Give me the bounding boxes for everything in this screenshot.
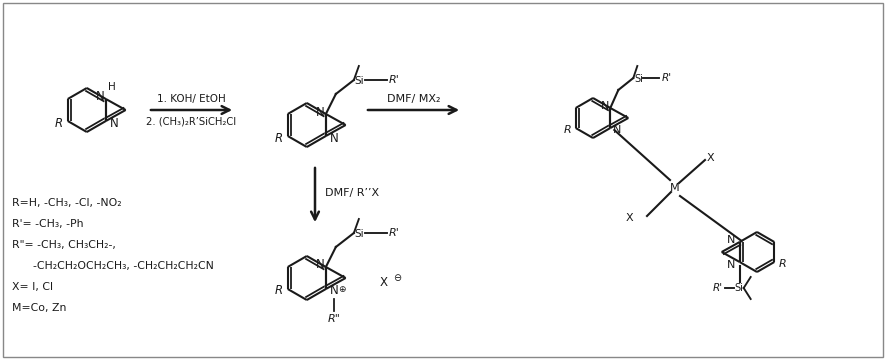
Text: M=Co, Zn: M=Co, Zn — [12, 303, 66, 313]
Text: Si: Si — [734, 283, 742, 293]
Text: X: X — [706, 153, 714, 163]
Text: R': R' — [711, 283, 722, 293]
Text: R: R — [563, 125, 571, 135]
Text: X= I, Cl: X= I, Cl — [12, 282, 53, 292]
Text: 2. (CH₃)₂R’SiCH₂Cl: 2. (CH₃)₂R’SiCH₂Cl — [146, 116, 237, 126]
Text: X: X — [379, 276, 387, 289]
Text: R': R' — [661, 73, 671, 83]
Text: R": R" — [327, 314, 340, 324]
Text: N: N — [96, 90, 105, 103]
Text: R': R' — [388, 75, 400, 85]
Text: N: N — [315, 258, 324, 271]
Text: 1. KOH/ EtOH: 1. KOH/ EtOH — [157, 94, 226, 104]
Text: X: X — [625, 213, 633, 223]
Text: R=H, -CH₃, -Cl, -NO₂: R=H, -CH₃, -Cl, -NO₂ — [12, 198, 121, 208]
Text: DMF/ MX₂: DMF/ MX₂ — [386, 94, 439, 104]
Text: N: N — [601, 101, 609, 111]
Text: Si: Si — [354, 229, 364, 239]
Text: N: N — [727, 260, 734, 270]
Text: M: M — [670, 183, 679, 193]
Text: N: N — [330, 284, 338, 297]
Text: N: N — [110, 117, 119, 130]
Text: R'= -CH₃, -Ph: R'= -CH₃, -Ph — [12, 219, 83, 229]
Text: R: R — [275, 131, 283, 144]
Text: H: H — [108, 82, 115, 92]
Text: ⊕: ⊕ — [338, 284, 345, 293]
Text: DMF/ R’’X: DMF/ R’’X — [324, 188, 378, 198]
Text: R"= -CH₃, CH₃CH₂-,: R"= -CH₃, CH₃CH₂-, — [12, 240, 116, 250]
Text: R': R' — [388, 228, 400, 238]
Text: Si: Si — [633, 74, 642, 84]
Text: N: N — [612, 125, 621, 135]
Text: Si: Si — [354, 76, 364, 86]
Text: N: N — [727, 235, 734, 245]
Text: N: N — [330, 131, 338, 144]
Text: -CH₂CH₂OCH₂CH₃, -CH₂CH₂CH₂CN: -CH₂CH₂OCH₂CH₃, -CH₂CH₂CH₂CN — [12, 261, 214, 271]
Text: R: R — [55, 117, 63, 130]
Text: R: R — [777, 259, 785, 269]
Text: N: N — [315, 105, 324, 118]
Text: ⊖: ⊖ — [392, 273, 400, 283]
Text: R: R — [275, 284, 283, 297]
